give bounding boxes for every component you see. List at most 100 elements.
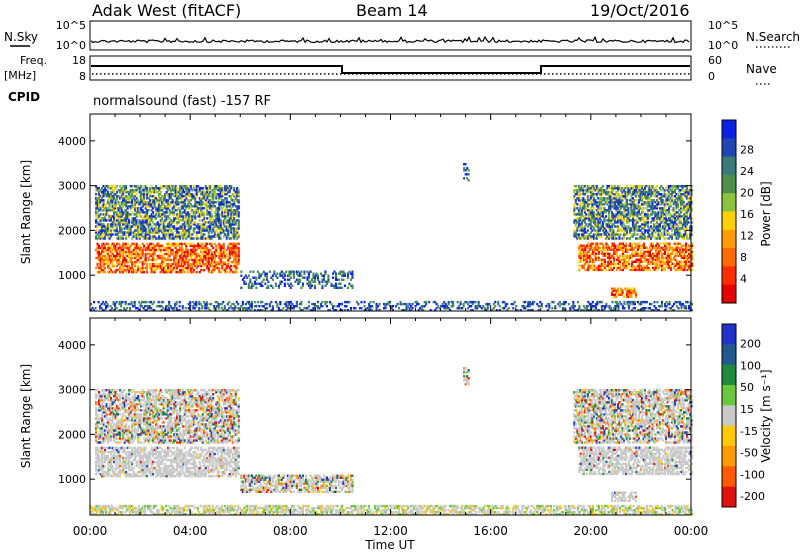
power-data-cell <box>164 227 167 230</box>
power-data-cell <box>604 233 607 236</box>
power-data-cell <box>222 262 225 266</box>
power-data-cell <box>613 237 616 240</box>
power-data-cell <box>656 268 659 272</box>
power-data-cell <box>247 282 250 286</box>
power-data-cell <box>189 221 192 224</box>
power-data-cell <box>215 185 218 188</box>
power-data-cell <box>660 268 663 272</box>
power-data-cell <box>657 256 660 260</box>
power-data-cell <box>183 229 186 232</box>
power-data-cell <box>171 264 174 268</box>
power-data-cell <box>173 266 176 270</box>
power-data-cell <box>227 244 230 248</box>
power-data-cell <box>135 219 138 222</box>
power-data-cell <box>594 242 597 245</box>
power-data-cell <box>143 197 146 200</box>
power-data-cell <box>198 254 201 258</box>
power-data-cell <box>107 187 110 190</box>
power-data-cell <box>621 262 624 266</box>
power-data-cell <box>95 189 98 192</box>
power-data-cell <box>686 246 689 249</box>
power-data-cell <box>116 250 119 254</box>
power-data-cell <box>631 213 634 216</box>
power-data-cell <box>171 233 174 236</box>
power-data-cell <box>188 207 191 210</box>
power-data-cell <box>626 254 629 258</box>
power-data-cell <box>688 266 691 270</box>
power-data-cell <box>167 242 170 246</box>
power-data-cell <box>159 248 162 252</box>
power-data-cell <box>683 221 686 224</box>
power-data-cell <box>230 260 233 264</box>
power-data-cell <box>588 252 591 256</box>
power-data-cell <box>589 189 592 192</box>
power-data-cell <box>685 248 688 251</box>
power-data-cell <box>183 254 186 258</box>
power-data-cell <box>159 264 162 268</box>
power-data-cell <box>230 209 233 212</box>
power-data-cell <box>125 242 128 246</box>
power-data-cell <box>580 235 583 238</box>
power-data-cell <box>642 203 645 206</box>
power-data-cell <box>111 258 114 262</box>
power-data-cell <box>210 302 213 306</box>
power-data-cell <box>152 203 155 206</box>
power-data-cell <box>173 217 176 220</box>
power-data-cell <box>587 264 590 268</box>
power-data-cell <box>140 233 143 236</box>
beam-label: Beam 14 <box>356 1 428 20</box>
power-data-cell <box>137 185 140 188</box>
power-data-cell <box>640 199 643 202</box>
power-data-cell <box>660 197 663 200</box>
power-data-cell <box>686 185 689 188</box>
power-data-cell <box>349 272 352 275</box>
power-data-cell <box>204 227 207 230</box>
power-data-cell <box>216 211 219 214</box>
power-data-cell <box>609 262 612 266</box>
power-data-cell <box>144 300 147 304</box>
power-data-cell <box>589 215 592 218</box>
power-data-cell <box>636 205 639 208</box>
power-data-cell <box>617 256 620 260</box>
power-data-cell <box>656 260 659 264</box>
power-data-cell <box>180 185 183 188</box>
power-data-cell <box>604 189 607 192</box>
power-data-cell <box>682 248 685 251</box>
power-data-cell <box>108 207 111 210</box>
power-data-cell <box>660 195 663 198</box>
power-data-cell <box>676 262 679 266</box>
power-data-cell <box>612 185 615 188</box>
power-data-cell <box>224 211 227 214</box>
power-data-cell <box>612 217 615 220</box>
power-data-cell <box>195 201 198 204</box>
power-data-cell <box>611 242 614 245</box>
power-data-cell <box>249 280 252 284</box>
power-data-cell <box>267 280 270 284</box>
power-data-cell <box>114 187 117 190</box>
power-data-cell <box>186 223 189 226</box>
power-data-cell <box>640 185 643 188</box>
power-data-cell <box>609 246 612 249</box>
power-data-cell <box>680 185 683 188</box>
power-data-cell <box>230 197 233 200</box>
power-data-cell <box>234 266 237 270</box>
power-data-cell <box>97 300 100 304</box>
power-data-cell <box>101 201 104 204</box>
power-data-cell <box>634 207 637 210</box>
power-data-cell <box>135 213 138 216</box>
power-data-cell <box>122 258 125 262</box>
power-data-cell <box>221 199 224 202</box>
power-data-cell <box>652 211 655 214</box>
power-data-cell <box>135 223 138 226</box>
power-data-cell <box>189 203 192 206</box>
power-data-cell <box>678 199 681 202</box>
power-data-cell <box>630 209 633 212</box>
power-data-cell <box>146 219 149 222</box>
power-data-cell <box>286 274 289 277</box>
power-data-cell <box>150 235 153 238</box>
power-data-cell <box>218 207 221 210</box>
power-data-cell <box>166 309 169 312</box>
power-data-cell <box>101 197 104 200</box>
power-data-cell <box>143 193 146 196</box>
power-data-cell <box>192 262 195 266</box>
